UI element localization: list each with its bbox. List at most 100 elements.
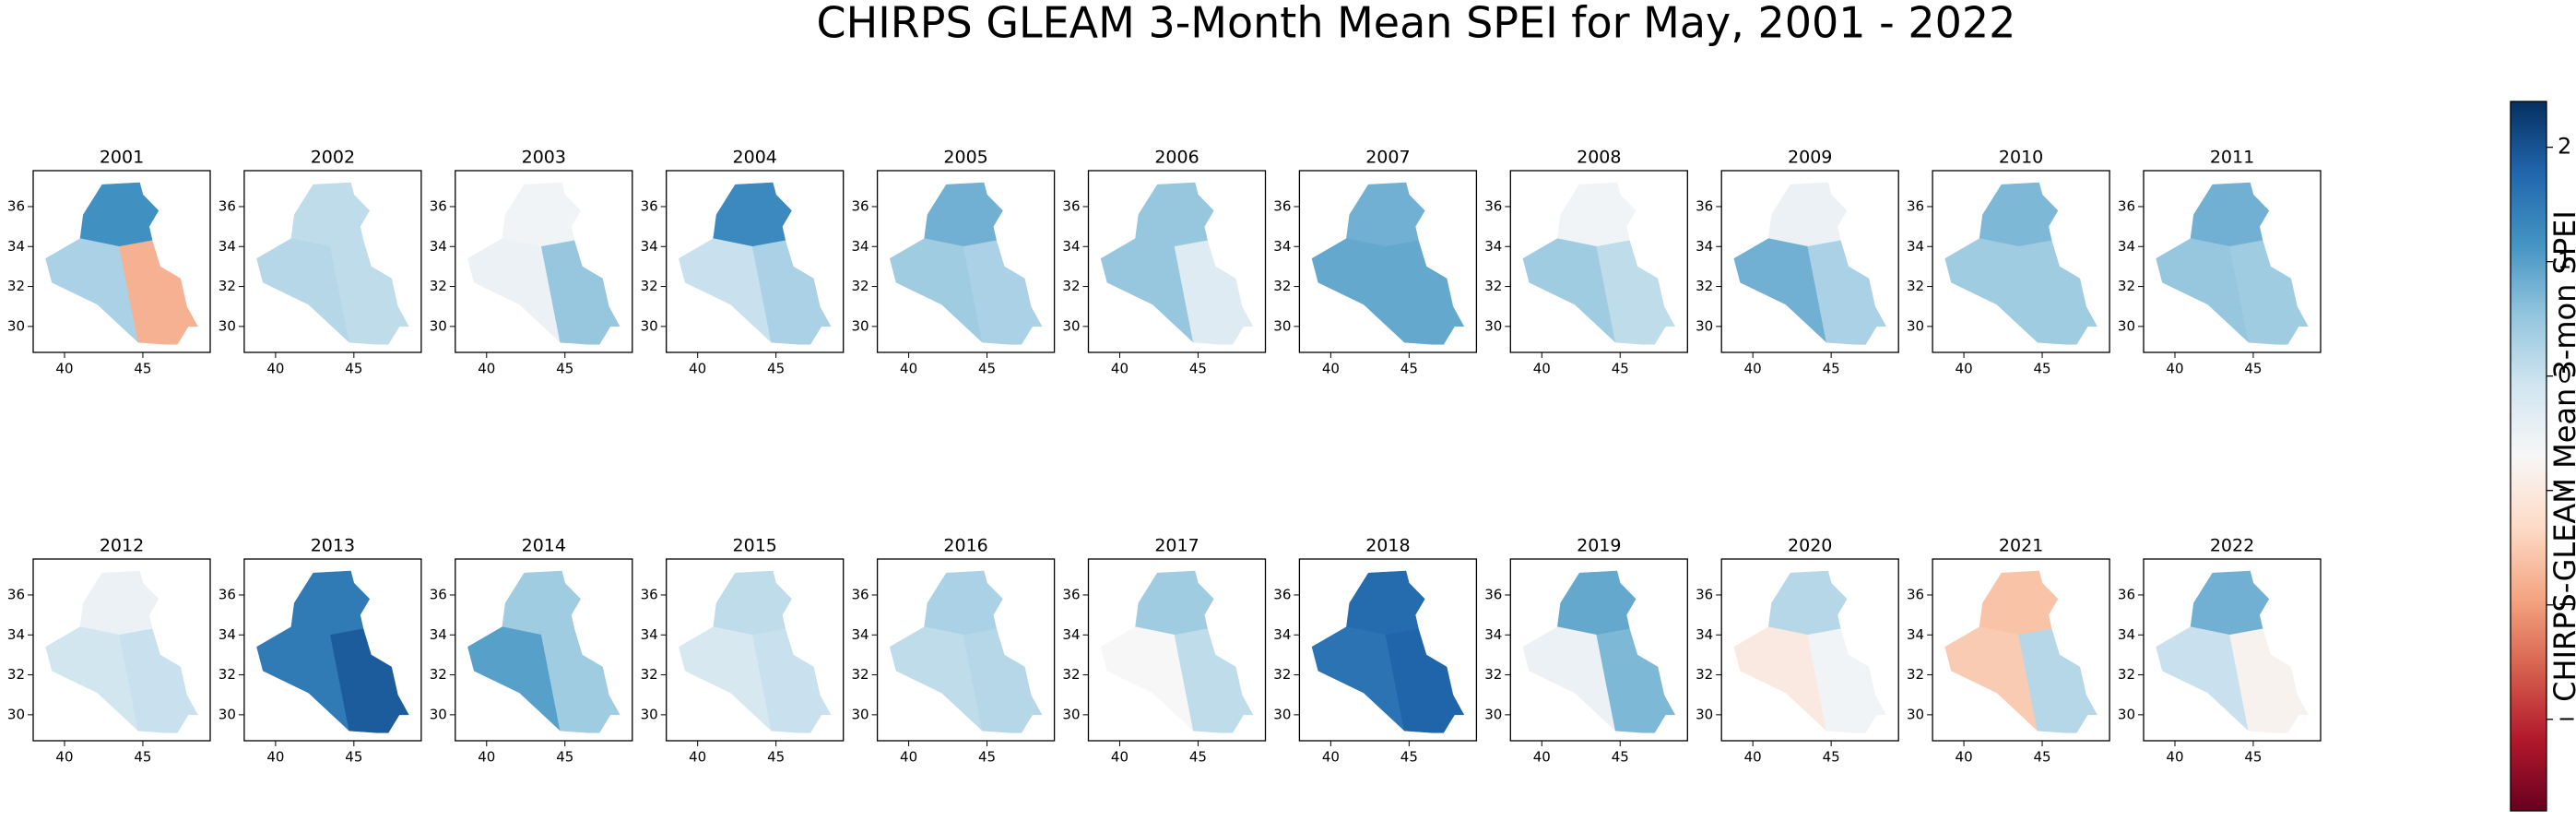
y-tick-label: 32 — [1273, 666, 1291, 683]
panel-title: 2009 — [1788, 148, 1832, 168]
y-tick-label: 34 — [1696, 626, 1713, 643]
region — [502, 182, 582, 247]
y-tick-label: 36 — [219, 586, 236, 602]
y-tick-label: 30 — [641, 706, 658, 722]
y-tick-label: 32 — [1907, 666, 1924, 683]
y-tick-label: 36 — [641, 197, 658, 214]
axes-frame — [666, 558, 845, 742]
x-tick-label: 40 — [1533, 749, 1551, 766]
y-tick-label: 32 — [641, 666, 658, 683]
x-tick-label: 40 — [1744, 361, 1762, 377]
x-tick-label: 45 — [134, 749, 151, 766]
colorbar-tick-label: −3 — [2558, 706, 2576, 732]
y-tick-label: 34 — [641, 626, 658, 643]
region — [1767, 182, 1848, 247]
panel-title: 2015 — [733, 536, 777, 556]
y-tick-label: 36 — [1696, 197, 1713, 214]
y-tick-label: 36 — [1273, 586, 1291, 602]
region — [290, 570, 371, 636]
y-tick-label: 32 — [852, 278, 869, 294]
y-tick-label: 36 — [430, 586, 447, 602]
panel-title: 2002 — [311, 148, 355, 168]
y-tick-label: 32 — [430, 278, 447, 294]
region — [963, 240, 1043, 345]
region — [1174, 628, 1254, 733]
panel-title: 2019 — [1577, 536, 1621, 556]
x-tick-label: 45 — [1189, 361, 1207, 377]
region — [119, 240, 198, 345]
map-panel: 2022 40 45 30 32 34 36 — [2118, 536, 2322, 766]
y-tick-label: 34 — [219, 626, 236, 643]
axes-frame — [1298, 558, 1478, 742]
panel-title: 2005 — [943, 148, 987, 168]
panel-title: 2008 — [1577, 148, 1621, 168]
region — [1556, 182, 1637, 247]
x-tick-label: 45 — [978, 361, 996, 377]
x-tick-label: 40 — [689, 749, 706, 766]
panel-title: 2003 — [522, 148, 566, 168]
y-tick-label: 30 — [219, 706, 236, 722]
x-tick-label: 45 — [767, 749, 785, 766]
y-tick-label: 30 — [219, 317, 236, 334]
y-tick-label: 30 — [1907, 317, 1924, 334]
figure-title: CHIRPS GLEAM 3-Month Mean SPEI for May, … — [817, 0, 2016, 48]
region — [1135, 570, 1214, 636]
region — [1385, 628, 1465, 733]
region — [330, 240, 409, 345]
y-tick-label: 30 — [2118, 706, 2135, 722]
region — [963, 628, 1043, 733]
panel-title: 2016 — [943, 536, 987, 556]
y-tick-label: 30 — [852, 317, 869, 334]
y-tick-label: 32 — [430, 666, 447, 683]
region — [2018, 628, 2097, 733]
colorbar — [2510, 101, 2547, 812]
y-tick-label: 30 — [1484, 706, 1502, 722]
y-tick-label: 30 — [1484, 317, 1502, 334]
axes-frame — [1509, 558, 1688, 742]
x-tick-label: 40 — [900, 361, 917, 377]
axes-frame — [1932, 558, 2110, 742]
y-tick-label: 30 — [2118, 317, 2135, 334]
panel-title: 2013 — [311, 536, 355, 556]
x-tick-label: 40 — [689, 361, 706, 377]
map-panel: 2012 40 45 30 32 34 36 — [7, 536, 211, 766]
y-tick-label: 32 — [7, 666, 25, 683]
y-tick-label: 32 — [1484, 278, 1502, 294]
map-panel: 2015 40 45 30 32 34 36 — [641, 536, 845, 766]
map-panel: 2007 40 45 30 32 34 36 — [1273, 148, 1478, 377]
y-tick-label: 30 — [852, 706, 869, 722]
y-tick-label: 36 — [1062, 586, 1080, 602]
y-tick-label: 34 — [1907, 238, 1924, 255]
axes-frame — [2143, 170, 2322, 353]
colorbar-tick-label: −1 — [2558, 477, 2576, 503]
panel-title: 2004 — [733, 148, 777, 168]
axes-frame — [2143, 558, 2322, 742]
x-tick-label: 45 — [978, 749, 996, 766]
y-tick-label: 34 — [1062, 626, 1080, 643]
axes-frame — [1932, 170, 2110, 353]
panel-title: 2001 — [100, 148, 144, 168]
y-tick-label: 34 — [1484, 626, 1502, 643]
x-tick-label: 40 — [900, 749, 917, 766]
axes-frame — [876, 558, 1056, 742]
panel-title: 2011 — [2210, 148, 2254, 168]
colorbar-tick-label: 1 — [2558, 248, 2571, 274]
map-panel: 2019 40 45 30 32 34 36 — [1484, 536, 1688, 766]
y-tick-label: 34 — [1696, 238, 1713, 255]
map-panel: 2006 40 45 30 32 34 36 — [1062, 148, 1267, 377]
y-tick-label: 30 — [1696, 317, 1713, 334]
map-panel: 2017 40 45 30 32 34 36 — [1062, 536, 1267, 766]
x-tick-label: 45 — [345, 361, 362, 377]
panel-title: 2007 — [1365, 148, 1410, 168]
map-panel: 2014 40 45 30 32 34 36 — [430, 536, 633, 766]
map-panel: 2016 40 45 30 32 34 36 — [852, 536, 1056, 766]
y-tick-label: 36 — [1907, 197, 1924, 214]
y-tick-label: 36 — [7, 586, 25, 602]
y-tick-label: 30 — [641, 317, 658, 334]
region — [751, 628, 832, 733]
x-tick-label: 40 — [478, 361, 495, 377]
axes-frame — [1298, 170, 1478, 353]
y-tick-label: 30 — [430, 706, 447, 722]
region — [713, 182, 792, 247]
axes-frame — [1720, 558, 1899, 742]
